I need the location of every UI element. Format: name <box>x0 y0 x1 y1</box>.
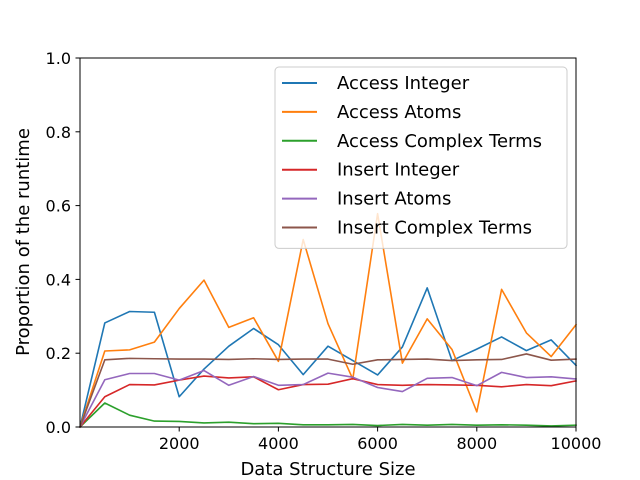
x-axis-label: Data Structure Size <box>240 459 415 480</box>
y-axis-label: Proportion of the runtime <box>13 128 34 356</box>
x-tick-label: 6000 <box>357 434 398 453</box>
plot-lines <box>78 212 578 429</box>
legend-label: Insert Integer <box>337 160 460 181</box>
series-line-access-atoms <box>78 212 578 429</box>
y-axis-ticks: 0.0 0.2 0.4 0.6 0.8 1.0 <box>46 49 80 437</box>
y-tick-label: 1.0 <box>46 49 71 68</box>
x-tick-label: 2000 <box>159 434 200 453</box>
y-tick-label: 0.2 <box>46 344 71 363</box>
legend-box <box>274 66 568 249</box>
legend-label: Insert Complex Terms <box>337 218 532 239</box>
y-tick-label: 0.4 <box>46 270 71 289</box>
legend-label: Access Integer <box>337 73 470 94</box>
series-line-insert-atoms <box>78 369 577 429</box>
x-tick-label: 8000 <box>456 434 497 453</box>
axes-frame <box>79 57 577 428</box>
legend-label: Insert Atoms <box>337 189 451 210</box>
y-tick-label: 0.0 <box>46 418 71 437</box>
y-tick-label: 0.6 <box>46 197 71 216</box>
legend-label: Access Complex Terms <box>337 131 542 152</box>
series-line-insert-integer <box>78 375 577 429</box>
x-axis-ticks: 2000 4000 6000 8000 10000 <box>159 427 602 453</box>
series-line-access-complex-terms <box>78 402 577 429</box>
legend-label: Access Atoms <box>337 102 461 123</box>
y-tick-label: 0.8 <box>46 123 71 142</box>
series-line-access-integer <box>79 287 578 428</box>
series-line-insert-complex-terms <box>78 353 577 429</box>
x-tick-label: 4000 <box>258 434 299 453</box>
x-tick-label: 10000 <box>551 434 602 453</box>
legend: Access Integer Access Atoms Access Complex… <box>274 66 568 249</box>
